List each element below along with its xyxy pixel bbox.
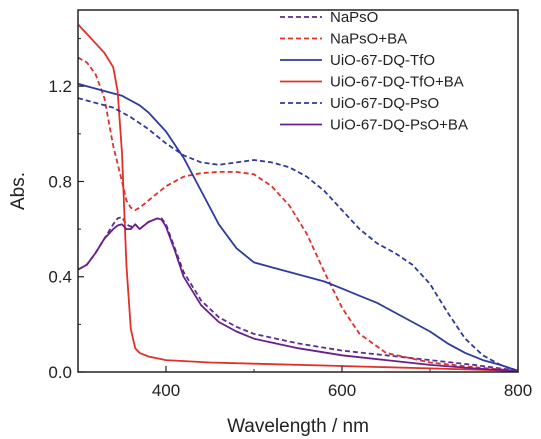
y-tick-label: 0.4 — [48, 268, 72, 287]
x-axis-title: Wavelength / nm — [227, 416, 369, 437]
legend-label-4: UiO-67-DQ-TfO+BA — [330, 74, 464, 91]
legend-label-3: UiO-67-DQ-TfO — [330, 52, 435, 69]
y-tick-label: 1.2 — [48, 77, 72, 96]
series-line-2 — [78, 56, 518, 372]
legend-label-6: UiO-67-DQ-PsO+BA — [330, 117, 468, 134]
series-line-6 — [78, 217, 518, 372]
x-tick-label: 800 — [504, 381, 532, 400]
y-tick-label: 0.0 — [48, 363, 72, 382]
legend-label-5: UiO-67-DQ-PsO — [330, 95, 439, 112]
series-line-3 — [78, 82, 518, 372]
ticks-layer: 400 600 800 0.0 0.4 0.8 1.2 — [48, 38, 532, 400]
legend: NaPsO NaPsO+BA UiO-67-DQ-TfO UiO-67-DQ-TfO+… — [280, 9, 468, 134]
plot-frame — [77, 9, 519, 373]
x-tick-label: 600 — [328, 381, 356, 400]
series-line-4 — [78, 23, 518, 372]
legend-label-1: NaPsO — [330, 9, 378, 26]
series-line-5 — [78, 97, 518, 372]
x-tick-label: 400 — [152, 381, 180, 400]
legend-label-2: NaPsO+BA — [330, 31, 407, 48]
y-tick-label: 0.8 — [48, 172, 72, 191]
series-layer — [78, 23, 518, 372]
y-axis-title: Abs. — [8, 172, 29, 210]
series-line-1 — [78, 216, 518, 372]
